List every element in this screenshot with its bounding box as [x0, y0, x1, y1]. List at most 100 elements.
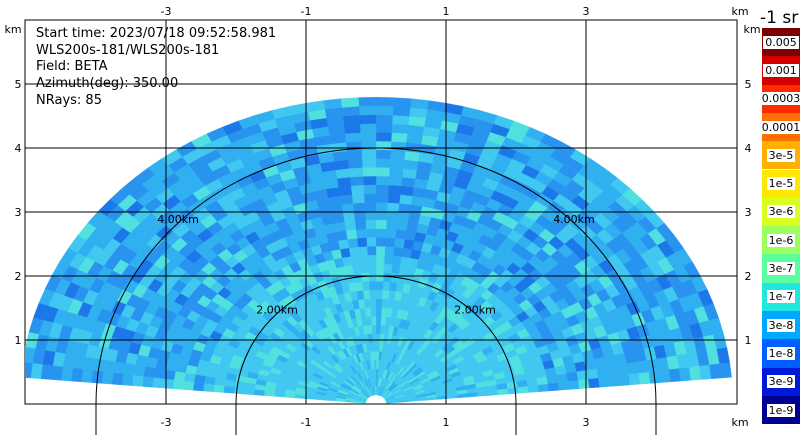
- sector-cell: [193, 374, 206, 384]
- sector-cell: [387, 290, 396, 301]
- sector-cell: [371, 324, 377, 335]
- sector-cell: [689, 365, 702, 381]
- sector-cell: [367, 254, 377, 265]
- sector-cell: [350, 184, 365, 195]
- sector-cell: [598, 376, 611, 388]
- sector-cell: [346, 149, 363, 160]
- sector-cell: [375, 377, 378, 387]
- sector-cell: [379, 333, 385, 343]
- sector-cell: [192, 382, 205, 392]
- sector-cell: [364, 202, 377, 212]
- sector-cell: [375, 245, 386, 256]
- sector-cell: [389, 158, 405, 169]
- sector-cell: [349, 176, 364, 187]
- sector-cell: [223, 385, 235, 394]
- colorbar-step: 3e-5: [762, 141, 800, 170]
- sector-cell: [375, 114, 393, 125]
- sector-cell: [391, 114, 410, 126]
- sector-cell: [368, 272, 377, 282]
- colorbar-unit: -1 sr: [760, 8, 799, 28]
- range-ring-label: 4.00km: [553, 213, 595, 226]
- sector-cell: [347, 158, 363, 169]
- sector-cell: [153, 368, 166, 380]
- sector-cell: [141, 376, 154, 388]
- sector-cell: [131, 375, 144, 387]
- y-unit-right: km: [743, 23, 760, 36]
- sector-cell: [143, 366, 156, 378]
- colorbar-step: 1e-7: [762, 282, 800, 311]
- sector-cell: [401, 247, 413, 258]
- sector-cell: [386, 202, 400, 213]
- x-unit-bottom: km: [731, 416, 748, 429]
- colorbar-step: 1e-6: [762, 226, 800, 255]
- range-ring-label: 2.00km: [454, 303, 496, 316]
- sector-cell: [398, 194, 413, 205]
- azimuth-label: Azimuth(deg): 350.00: [36, 76, 179, 91]
- sector-cell: [359, 114, 377, 125]
- sector-cell: [394, 229, 407, 240]
- sector-cell: [203, 376, 216, 386]
- sector-cell: [567, 379, 580, 390]
- sector-cell: [253, 389, 265, 396]
- sector-cell: [342, 114, 361, 126]
- colorbar-label: 0.0001: [759, 120, 800, 134]
- range-ring-label: 2.00km: [256, 303, 298, 316]
- sector-cell: [363, 184, 377, 195]
- axis-ticks: -3 -3 -1 -1 1 1 3 3 1 1 2 2 3 3 4 4 5 5 km km km km: [4, 5, 760, 429]
- y-tick-label-right: 1: [745, 334, 752, 347]
- colorbar-label: 1e-7: [766, 290, 796, 304]
- sector-cell: [343, 123, 361, 134]
- sector-cell: [399, 185, 414, 197]
- sector-cell: [365, 228, 377, 238]
- sector-cell: [375, 315, 382, 326]
- sector-cell: [383, 254, 394, 265]
- range-rings: 2.00km 2.00km 4.00km 4.00km: [95, 147, 657, 435]
- sector-cell: [390, 264, 401, 275]
- sector-cell: [392, 106, 411, 117]
- sector-cell: [380, 316, 387, 326]
- sector-cell: [111, 372, 124, 386]
- sector-cell: [362, 175, 377, 186]
- sector-cell: [381, 289, 390, 300]
- sector-cell: [375, 105, 394, 116]
- colorbar-step: 3e-9: [762, 367, 800, 396]
- sector-cell: [719, 361, 732, 379]
- sector-cell: [339, 194, 354, 205]
- sector-cell: [344, 132, 362, 143]
- sector-cell: [356, 237, 368, 248]
- sector-cell: [359, 123, 377, 133]
- sector-cell: [375, 228, 387, 238]
- sector-cell: [40, 364, 53, 380]
- sector-cell: [405, 221, 419, 233]
- sector-cell: [348, 246, 360, 257]
- sector-cell: [351, 193, 365, 204]
- sector-cell: [638, 371, 651, 385]
- sector-cell: [60, 366, 74, 382]
- colorbar-step: 3e-8: [762, 311, 800, 340]
- y-tick-label-right: 4: [745, 142, 752, 155]
- colorbar-label: 1e-5: [766, 177, 796, 191]
- field-label: Field: BETA: [36, 59, 108, 74]
- sector-cell: [375, 272, 384, 282]
- y-tick-label-left: 1: [15, 334, 22, 347]
- sector-cell: [331, 212, 345, 224]
- sector-cell: [375, 149, 391, 160]
- colorbar-step: 0.0003: [759, 84, 800, 113]
- sector-cell: [368, 280, 377, 291]
- sector-cell: [386, 211, 399, 221]
- sector-cell: [608, 375, 621, 387]
- sector-cell: [375, 289, 383, 300]
- sector-cell: [577, 378, 590, 389]
- sector-cell: [375, 131, 392, 142]
- colorbar-label: 1e-6: [766, 233, 796, 247]
- sector-cell: [407, 212, 421, 224]
- sector-cell: [361, 281, 370, 291]
- sector-cell: [50, 365, 63, 381]
- sector-cell: [588, 377, 600, 389]
- sector-cell: [243, 388, 255, 396]
- x-tick-label-bottom: -1: [301, 416, 312, 429]
- sector-cell: [183, 372, 196, 383]
- sector-cell: [628, 372, 641, 386]
- sector-cell: [658, 369, 671, 383]
- sector-cell: [375, 123, 393, 133]
